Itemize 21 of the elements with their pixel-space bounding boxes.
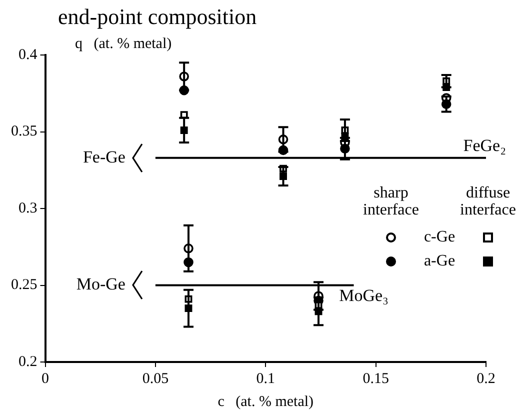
- y-tick-label: 0.2: [18, 354, 38, 370]
- annotation: diffuse interface: [460, 184, 516, 219]
- y-tick-label: 0.35: [11, 124, 38, 140]
- legend-label: a-Ge: [424, 252, 456, 270]
- x-tick-label: 0: [42, 370, 49, 387]
- x-tick-label: 0.05: [142, 370, 169, 387]
- annotation: FeGe₂: [463, 136, 506, 155]
- x-tick-label: 0.1: [256, 370, 275, 387]
- annotation: Mo-Ge: [76, 274, 126, 294]
- y-tick-label: 0.3: [18, 200, 38, 216]
- annotation: Fe-Ge: [82, 147, 126, 166]
- y-axis-title: q (at. % metal): [75, 36, 172, 52]
- x-tick-label: 0.15: [362, 370, 389, 387]
- chart-title: end-point composition: [58, 4, 257, 29]
- annotation: MoGe₃: [339, 286, 389, 306]
- y-tick-label: 0.25: [11, 277, 38, 294]
- y-tick-label: 0.4: [18, 46, 38, 63]
- x-tick-label: 0.2: [476, 370, 496, 387]
- legend-label: c-Ge: [424, 228, 456, 246]
- annotation: sharp interface: [363, 184, 419, 219]
- x-axis-title: c (at. % metal): [218, 394, 314, 410]
